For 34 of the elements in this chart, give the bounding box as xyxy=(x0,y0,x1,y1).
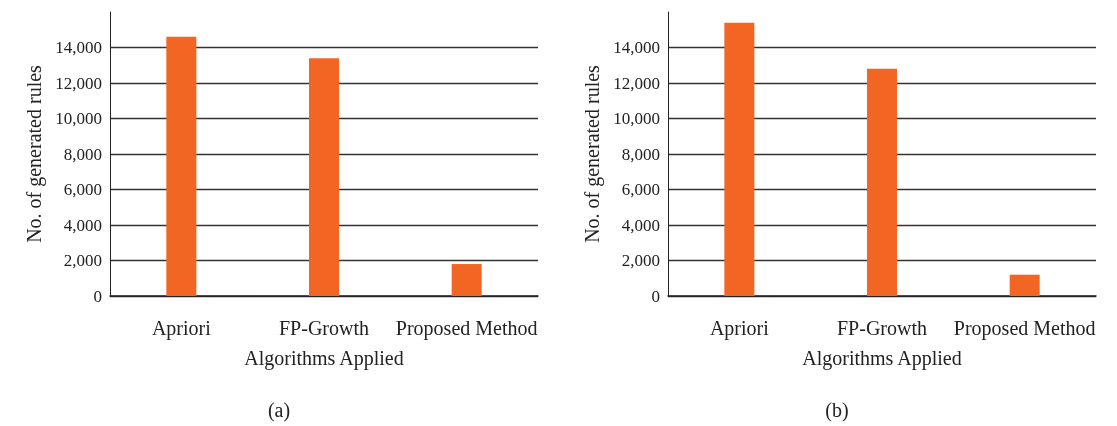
y-tick-label: 6,000 xyxy=(63,180,102,199)
bar xyxy=(309,58,339,296)
y-tick-label: 14,000 xyxy=(55,38,102,57)
text: (a) xyxy=(266,399,292,422)
y-tick-label: 0 xyxy=(651,286,660,306)
y-tick-label: 6,000 xyxy=(621,180,660,199)
y-tick-label: 8,000 xyxy=(63,144,102,164)
y-tick-label: 2,000 xyxy=(621,251,660,270)
y-tick-label: 4,000 xyxy=(63,215,102,235)
y-tick-label: 14,000 xyxy=(613,38,660,57)
x-axis-title: Algorithms Applied xyxy=(802,347,962,370)
y-tick-label: 0 xyxy=(93,286,102,306)
bar xyxy=(724,22,755,296)
y-axis-title: No. of generated rules xyxy=(23,64,47,243)
y-tick-label: 10,000 xyxy=(55,109,102,128)
x-tick-label: Apriori xyxy=(151,317,212,340)
x-tick-label: Proposed Method xyxy=(953,317,1096,340)
x-tick-label: FP-Growth xyxy=(278,317,370,339)
bar xyxy=(1009,274,1040,296)
y-tick-label: 12,000 xyxy=(55,73,102,93)
bar xyxy=(451,264,482,296)
y-tick-label: 8,000 xyxy=(621,144,660,164)
y-tick-label: 2,000 xyxy=(63,251,102,270)
text: (b) xyxy=(824,399,850,422)
y-axis-title: No. of generated rules xyxy=(581,64,605,243)
x-tick-label: Apriori xyxy=(709,317,770,340)
x-tick-label: FP-Growth xyxy=(836,317,928,339)
y-tick-label: 12,000 xyxy=(613,73,660,93)
bar xyxy=(166,36,197,296)
y-tick-label: 4,000 xyxy=(621,215,660,235)
bar xyxy=(867,68,897,296)
x-axis-title: Algorithms Applied xyxy=(244,347,404,370)
x-tick-label: Proposed Method xyxy=(395,317,538,340)
y-tick-label: 10,000 xyxy=(613,109,660,128)
